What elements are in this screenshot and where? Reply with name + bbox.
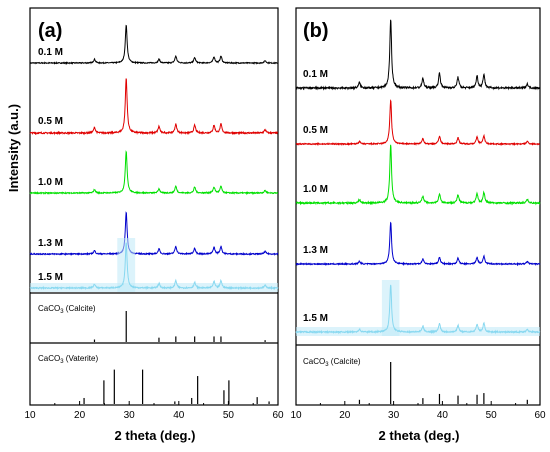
series-line — [29, 211, 279, 257]
series-label: 0.1 M — [38, 47, 63, 58]
x-tick-label: 10 — [24, 410, 36, 421]
series-line — [29, 78, 278, 136]
series-line — [29, 150, 279, 196]
x-tick-label: 60 — [272, 410, 284, 421]
x-tick-label: 50 — [486, 410, 498, 421]
x-tick-label: 30 — [388, 410, 400, 421]
panel-b-letter: (b) — [303, 20, 329, 42]
series-highlight-band — [381, 280, 400, 336]
panel-a: 0.1 M 0.5 M 1.0 M 1.3 M 1.5 M CaCO3 (Calcite)… — [24, 7, 284, 443]
series-line — [295, 284, 541, 335]
series-line — [295, 221, 541, 267]
series-label: 0.5 M — [38, 116, 63, 127]
reference-label: CaCO3 (Calcite) — [303, 357, 361, 368]
x-tick-label: 10 — [290, 410, 302, 421]
reference-label: CaCO3 (Calcite) — [38, 304, 96, 315]
series-label: 1.5 M — [38, 272, 63, 283]
series-label: 0.1 M — [303, 69, 328, 80]
x-tick-label: 60 — [534, 410, 546, 421]
x-tick-label: 40 — [173, 410, 185, 421]
x-tick-label: 40 — [437, 410, 449, 421]
series-label: 1.3 M — [38, 238, 63, 249]
series-label: 1.0 M — [303, 184, 328, 195]
panel-a-letter: (a) — [38, 20, 62, 42]
series-label: 1.3 M — [303, 245, 328, 256]
series-label: 1.0 M — [38, 177, 63, 188]
panel-b: 0.1 M 0.5 M 1.0 M 1.3 M 1.5 M CaCO3 (Calcite)… — [290, 7, 546, 443]
panel-a-xlabel: 2 theta (deg.) — [115, 428, 196, 443]
y-axis-label: Intensity (a.u.) — [6, 104, 21, 192]
panel-b-xlabel: 2 theta (deg.) — [379, 428, 460, 443]
series-line — [295, 99, 540, 147]
x-tick-label: 30 — [124, 410, 136, 421]
series-highlight-band — [117, 238, 136, 292]
series-line — [295, 19, 541, 91]
x-tick-label: 20 — [74, 410, 86, 421]
x-tick-label: 20 — [339, 410, 351, 421]
series-line — [295, 144, 541, 206]
series-label: 1.5 M — [303, 313, 328, 324]
x-tick-label: 50 — [223, 410, 235, 421]
reference-label: CaCO3 (Vaterite) — [38, 354, 98, 365]
series-label: 0.5 M — [303, 125, 328, 136]
series-line — [29, 24, 279, 65]
series-line — [29, 242, 279, 291]
